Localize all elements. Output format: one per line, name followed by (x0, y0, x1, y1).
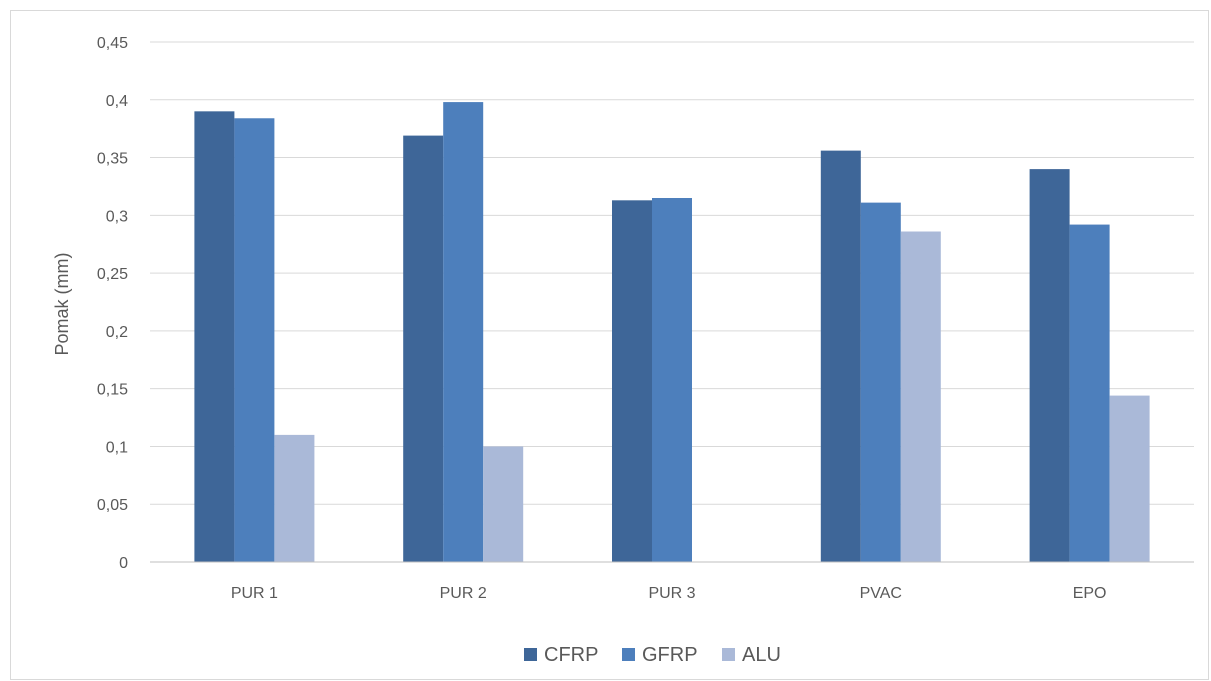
y-tick-label: 0,25 (97, 266, 128, 283)
legend-label-alu: ALU (742, 644, 781, 666)
y-tick-label: 0,1 (106, 439, 128, 456)
bar-alu-pvac (900, 231, 941, 562)
y-axis: 0 0,05 0,1 0,15 0,2 0,25 0,3 0,35 0,4 0,45 (97, 35, 128, 572)
bar-gfrp-pur-2 (443, 102, 484, 562)
y-tick-label: 0,15 (97, 382, 128, 399)
x-tick-label: PUR 1 (231, 585, 278, 602)
y-tick-label: 0,2 (106, 324, 128, 341)
x-axis: PUR 1 PUR 2 PUR 3 PVAC EPO (150, 561, 1194, 602)
bar-cfrp-pvac (820, 150, 861, 562)
y-axis-label: Pomak (mm) (52, 253, 72, 356)
legend-label-gfrp: GFRP (642, 644, 698, 666)
y-tick-label: 0,45 (97, 35, 128, 52)
legend-swatch-gfrp (622, 648, 635, 661)
bar-cfrp-pur-3 (612, 200, 652, 563)
bars (194, 102, 1150, 563)
bar-alu-epo (1109, 395, 1150, 562)
x-tick-label: EPO (1073, 585, 1107, 602)
bar-gfrp-epo (1069, 224, 1110, 563)
bar-gfrp-pur-1 (234, 118, 275, 563)
legend-swatch-cfrp (524, 648, 537, 661)
bar-alu-pur-2 (483, 446, 524, 562)
legend-label-cfrp: CFRP (544, 644, 598, 666)
y-tick-label: 0,05 (97, 497, 128, 514)
legend-swatch-alu (722, 648, 735, 661)
y-tick-label: 0,3 (106, 208, 128, 225)
bar-alu-pur-1 (274, 434, 315, 562)
legend: CFRP GFRP ALU (524, 644, 781, 666)
bar-cfrp-pur-2 (403, 135, 444, 562)
bar-cfrp-pur-1 (194, 111, 235, 562)
bar-cfrp-epo (1029, 169, 1070, 562)
bar-gfrp-pur-3 (652, 198, 692, 562)
x-tick-label: PUR 2 (440, 585, 487, 602)
x-tick-label: PUR 3 (648, 585, 695, 602)
y-tick-label: 0 (119, 555, 128, 572)
y-tick-label: 0,35 (97, 151, 128, 168)
y-tick-label: 0,4 (106, 93, 128, 110)
bar-gfrp-pvac (860, 202, 901, 562)
x-tick-label: PVAC (860, 585, 902, 602)
